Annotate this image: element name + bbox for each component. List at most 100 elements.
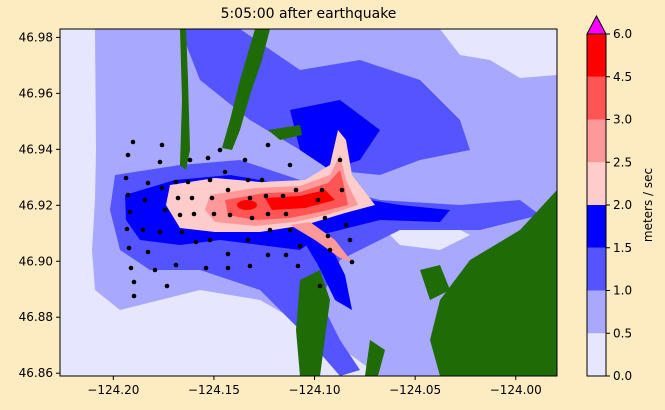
gauge-dot: [189, 195, 195, 201]
gauge-dot: [259, 177, 265, 183]
gauge-dot: [131, 293, 137, 299]
colorbar-segment: [587, 119, 606, 163]
map-axes-frame: [59, 28, 558, 377]
colorbar-tick-label: 2.0: [613, 198, 632, 212]
gauge-dot: [263, 193, 269, 199]
x-tick-label: −124.05: [389, 383, 441, 397]
colorbar-segment: [587, 162, 606, 205]
gauge-dot: [162, 207, 168, 213]
y-tick-label: 46.86: [19, 366, 53, 380]
gauge-dot: [131, 279, 137, 285]
colorbar-tick-label: 3.0: [613, 113, 632, 127]
gauge-dot: [319, 187, 325, 193]
gauge-dot: [339, 187, 345, 193]
southeast-hills-land: [430, 190, 557, 376]
gauge-dot: [249, 215, 255, 221]
gauge-dot: [283, 211, 289, 217]
colorbar-segment: [587, 333, 606, 376]
gauge-dot: [124, 226, 130, 232]
x-tick-label: −124.00: [490, 383, 542, 397]
colorbar-segment: [587, 205, 606, 248]
gauge-dot: [152, 267, 158, 273]
y-tick-label: 46.88: [19, 310, 53, 324]
gauge-dot: [293, 187, 299, 193]
gauge-dot: [125, 152, 131, 158]
gauge-dot: [125, 192, 131, 198]
gauge-dot: [322, 215, 328, 221]
gauge-dot: [128, 265, 134, 271]
gauge-dot: [130, 139, 136, 145]
spit-land: [268, 125, 302, 140]
north-spit-land: [180, 29, 190, 170]
colorbar-extend-arrow: [586, 14, 607, 35]
speed-band-3-0: [225, 170, 348, 220]
gauge-dot: [179, 229, 185, 235]
gauge-dot: [126, 245, 132, 251]
map-plot: [60, 29, 557, 376]
gauge-dot: [157, 229, 163, 235]
plot-title: 5:05:00 after earthquake: [220, 6, 397, 22]
gauge-dot: [222, 169, 228, 175]
gauge-dot: [140, 227, 146, 233]
x-tick-label: −124.10: [289, 383, 341, 397]
gauge-dot: [265, 252, 271, 258]
gauge-dot: [205, 155, 211, 161]
gauge-dot: [185, 179, 191, 185]
gauge-dot: [207, 237, 213, 243]
gauge-dot: [283, 252, 289, 258]
colorbar-segment: [587, 247, 606, 291]
gauge-dot: [217, 147, 223, 153]
colorbar-segment: [587, 76, 606, 120]
gauge-dot: [187, 157, 193, 163]
gauge-dot: [173, 262, 179, 268]
gauge-dot: [127, 209, 133, 215]
y-tick-label: 46.98: [19, 30, 53, 44]
gauge-dot: [207, 177, 213, 183]
south-spit-land: [296, 270, 330, 376]
south-jet-2-5: [290, 222, 352, 262]
gauge-dot: [203, 265, 209, 271]
gauge-dot: [287, 162, 293, 168]
gauge-dot: [227, 212, 233, 218]
gauge-dot: [123, 175, 129, 181]
gauge-dot: [265, 211, 271, 217]
gauge-dot: [267, 227, 273, 233]
y-tick-label: 46.92: [19, 198, 53, 212]
gauge-dot: [157, 159, 163, 165]
gauge-dot: [177, 212, 183, 218]
gauge-dot: [175, 195, 181, 201]
colorbar-tick-label: 1.0: [613, 284, 632, 298]
north-bay-shallows: [440, 29, 557, 78]
colorbar-tick-label: 0.5: [613, 326, 632, 340]
colorbar-segment: [587, 290, 606, 334]
gauge-dot: [159, 185, 165, 191]
upper-channel-1-5: [290, 100, 380, 170]
gauge-dot: [317, 283, 323, 289]
colorbar-tick-label: 6.0: [613, 27, 632, 41]
colorbar: 0.0 0.5 1.0 1.5 2.0 2.5 3.0 4.5 6.0: [586, 14, 632, 383]
south-channel-1-5: [300, 235, 352, 310]
gauge-dot: [287, 227, 293, 233]
y-tick-label: 46.90: [19, 254, 53, 268]
gauge-dot: [247, 195, 253, 201]
gauge-dot: [191, 211, 197, 217]
colorbar-label: meters / sec: [641, 168, 655, 242]
colorbar-tick-label: 1.5: [613, 241, 632, 255]
x-tick-label: −124.20: [87, 383, 139, 397]
colorbar-tick-label: 2.5: [613, 155, 632, 169]
gauge-dot: [245, 237, 251, 243]
gauge-dot: [295, 263, 301, 269]
gauge-dot: [225, 251, 231, 257]
gauge-points: [123, 139, 355, 299]
gauge-dot: [327, 247, 333, 253]
colorbar-segment: [587, 34, 606, 77]
gauge-dot: [265, 142, 271, 148]
gauge-dot: [347, 237, 353, 243]
gauge-dot: [225, 265, 231, 271]
gauge-dot: [297, 243, 303, 249]
gauge-dot: [193, 239, 199, 245]
gauge-dot: [159, 142, 165, 148]
y-axis: 46.86 46.88 46.90 46.92 46.94 46.96 46.98: [19, 30, 60, 380]
